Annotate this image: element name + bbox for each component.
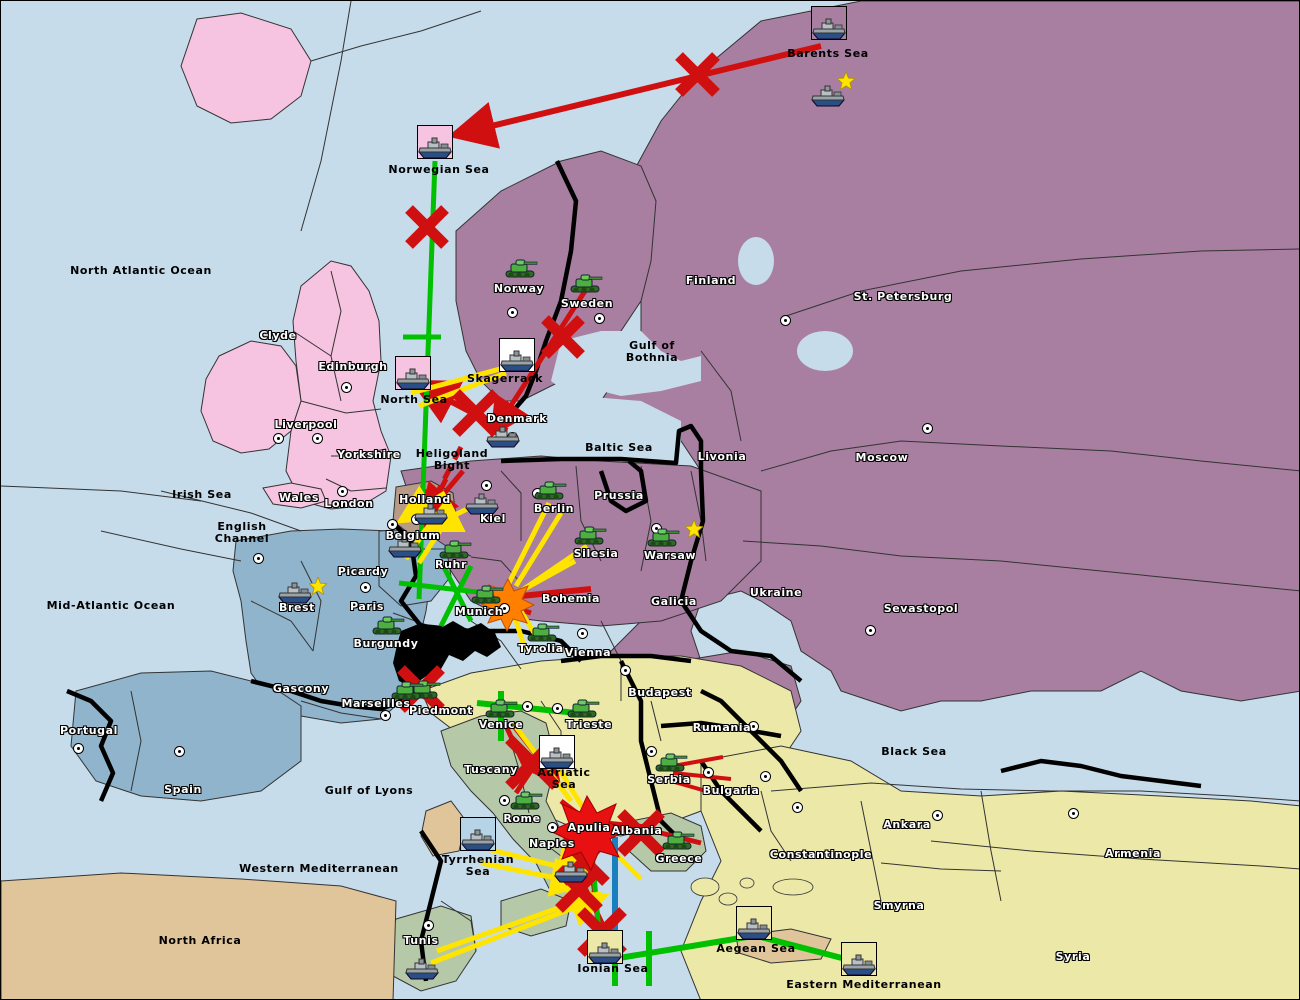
fleet-adriatic-sea[interactable] [539, 746, 575, 770]
army-greece[interactable] [661, 830, 695, 852]
arrow-serbia-c [670, 779, 714, 795]
sc-belgium[interactable] [387, 519, 398, 530]
fleet-skagerrack[interactable] [499, 349, 535, 373]
support-tyrrhenian-to-naples-b [480, 857, 591, 897]
sc-venice[interactable] [522, 701, 533, 712]
sc-tunis[interactable] [423, 920, 434, 931]
fleet-naples[interactable] [553, 860, 589, 884]
sc-portugal[interactable] [73, 743, 84, 754]
fleet-barents-sea[interactable] [811, 17, 847, 41]
fleet-holland[interactable] [413, 502, 449, 526]
arrow-sweden-to-denmark [490, 289, 588, 438]
star-brest [307, 575, 329, 596]
sc-marseilles[interactable] [380, 710, 391, 721]
fleet-belgium[interactable] [387, 535, 423, 559]
sc-greece[interactable] [760, 771, 771, 782]
region-north-africa[interactable] [1, 800, 832, 1000]
star-barents [835, 70, 857, 91]
sc-serbia[interactable] [646, 746, 657, 757]
fleet-brest[interactable] [277, 581, 313, 605]
sc-smyrna[interactable] [1068, 808, 1079, 819]
fleet-eastern-mediterranean[interactable] [841, 953, 877, 977]
x-sweden-denmark [541, 315, 585, 359]
line-munich-hold-b [438, 564, 474, 628]
sc-ankara[interactable] [932, 810, 943, 821]
sc-bulgaria[interactable] [703, 767, 714, 778]
army-rome[interactable] [509, 790, 543, 812]
army-norway[interactable] [504, 258, 538, 280]
fleet-norwegian-sea[interactable] [417, 136, 453, 160]
sc-rumania[interactable] [748, 721, 759, 732]
sc-moscow[interactable] [922, 423, 933, 434]
sc-spain[interactable] [174, 746, 185, 757]
sc-sevastopol[interactable] [865, 625, 876, 636]
sc-munich[interactable] [499, 603, 510, 614]
x-albania-bounce [617, 809, 665, 857]
fleet-kiel[interactable] [464, 492, 500, 516]
x-denmark-northsea [452, 389, 500, 437]
star-warsaw [683, 518, 705, 539]
x-barents-route [675, 52, 720, 97]
sc-st-petersburg[interactable] [780, 315, 791, 326]
fleet-north-sea[interactable] [395, 367, 431, 391]
army-sweden[interactable] [569, 273, 603, 295]
region-england[interactable] [180, 12, 392, 510]
sc-norway[interactable] [507, 307, 518, 318]
sc-brest[interactable] [273, 433, 284, 444]
sc-paris[interactable] [360, 582, 371, 593]
sc-liverpool[interactable] [312, 433, 323, 444]
army-ruhr[interactable] [438, 539, 472, 561]
sc-vienna[interactable] [577, 628, 588, 639]
sc-sweden[interactable] [594, 313, 605, 324]
x-norwegian-sea-route [405, 205, 449, 249]
arrow-munich-to-bohemia [510, 586, 592, 600]
army-marseilles-attacker[interactable] [390, 680, 424, 702]
arrow-serbia-b [672, 771, 732, 781]
army-munich[interactable] [470, 584, 504, 606]
failure-markers [397, 52, 720, 957]
army-silesia[interactable] [573, 525, 607, 547]
sc-london[interactable] [337, 486, 348, 497]
support-skagerrack-to-northsea-b [418, 370, 507, 409]
support-berlin-to-munich [506, 501, 552, 585]
sc-naples[interactable] [547, 822, 558, 833]
fleet-aegean-sea[interactable] [736, 917, 772, 941]
line-ionian-to-aegean [612, 933, 754, 962]
sc-kiel[interactable] [481, 480, 492, 491]
army-venice[interactable] [484, 698, 518, 720]
aegean-islands [690, 877, 814, 906]
army-serbia[interactable] [654, 752, 688, 774]
sc-rome[interactable] [499, 795, 510, 806]
army-trieste[interactable] [566, 698, 600, 720]
army-tyrolia[interactable] [526, 622, 560, 644]
arrow-serbia-a [672, 755, 724, 768]
fleet-st-petersburg-north-coast[interactable] [810, 84, 846, 108]
sc-budapest[interactable] [620, 665, 631, 676]
army-warsaw[interactable] [646, 527, 680, 549]
sc-trieste[interactable] [552, 703, 563, 714]
fleet-tunis[interactable] [404, 957, 440, 981]
sc-english-channel[interactable] [253, 553, 264, 564]
impassable-switzerland [393, 621, 501, 687]
fleet-tyrrhenian-sea[interactable] [460, 828, 496, 852]
arrow-barents-to-norwegian [447, 43, 822, 149]
sc-constantinople[interactable] [792, 802, 803, 813]
army-berlin[interactable] [533, 480, 567, 502]
support-holland-to-belgium-b [416, 527, 444, 565]
army-burgundy[interactable] [371, 615, 405, 637]
fleet-ionian-sea[interactable] [587, 941, 623, 965]
dislodge-burst-apulia [548, 794, 631, 872]
support-tunis-to-ionian-b [436, 890, 602, 954]
fleet-denmark[interactable] [485, 425, 521, 449]
support-berlin-to-munich-b [513, 511, 564, 588]
sc-edinburgh[interactable] [341, 382, 352, 393]
